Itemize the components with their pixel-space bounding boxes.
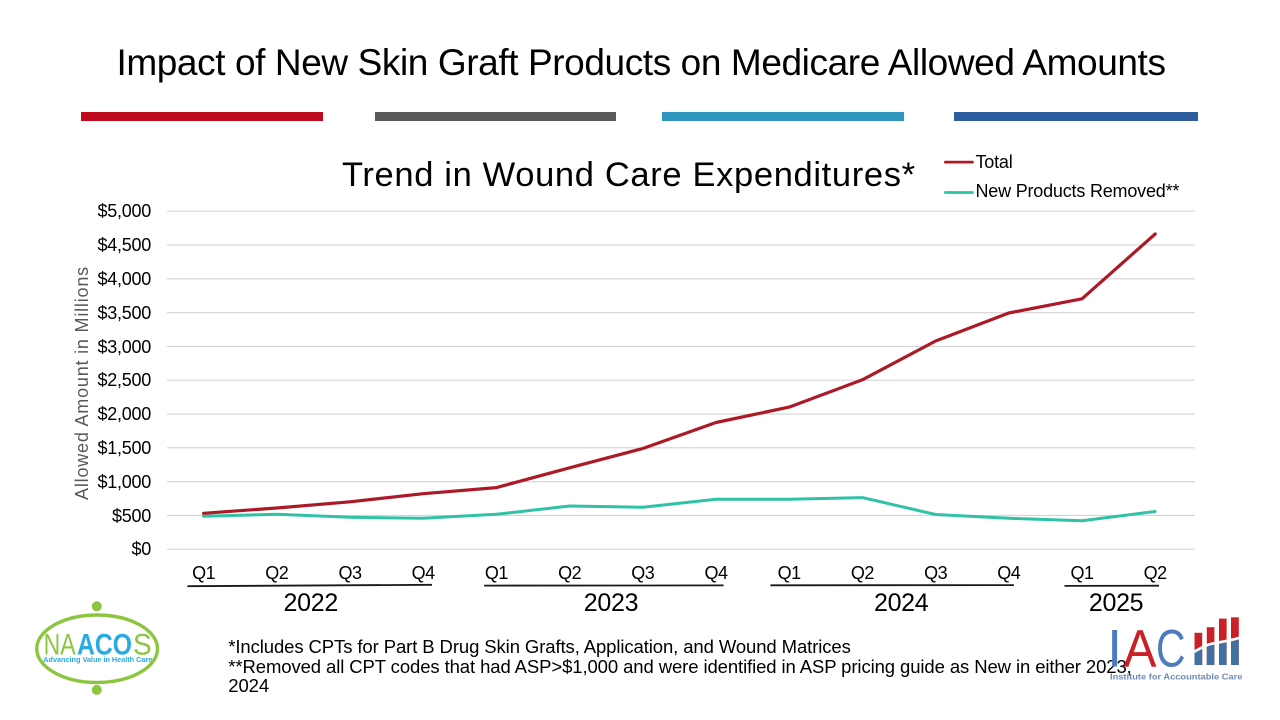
svg-text:I: I: [1107, 620, 1122, 679]
svg-text:A: A: [1124, 620, 1158, 679]
svg-text:ACO: ACO: [77, 628, 132, 661]
svg-text:Institute for Accountable Care: Institute for Accountable Care: [1110, 672, 1243, 682]
svg-text:S: S: [133, 628, 152, 661]
svg-text:C: C: [1156, 620, 1186, 679]
svg-text:NA: NA: [44, 628, 76, 661]
svg-text:Advancing Value in Health Care: Advancing Value in Health Care: [43, 655, 152, 664]
